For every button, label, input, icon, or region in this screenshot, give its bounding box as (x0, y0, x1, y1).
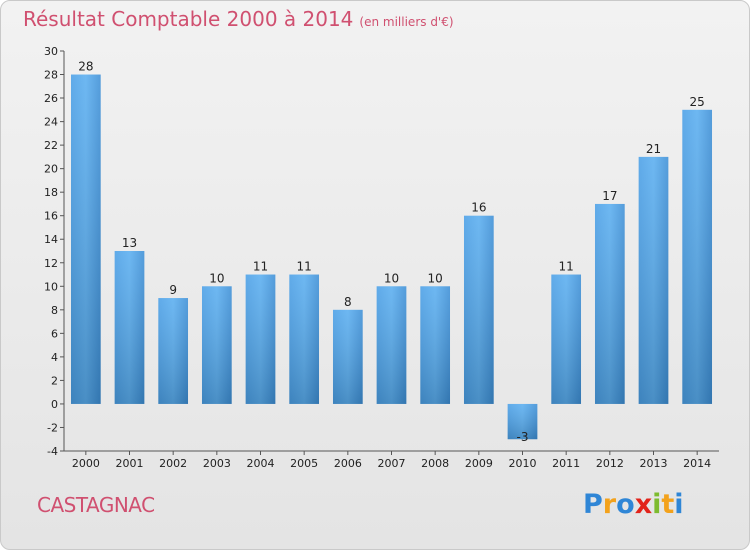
x-tick-label: 2006 (334, 457, 362, 470)
logo-letter: o (616, 489, 635, 520)
logo-letter: P (583, 489, 603, 520)
logo-letter: r (602, 489, 617, 520)
bars (70, 74, 713, 440)
data-label: 8 (344, 295, 352, 309)
chart-title: Résultat Comptable 2000 à 2014 (23, 7, 354, 31)
data-label: 11 (559, 260, 574, 274)
bar-shade (70, 74, 101, 404)
bar-shade (158, 298, 189, 404)
y-tick-label: 0 (51, 398, 58, 411)
bar-shade (332, 309, 363, 404)
bar-shade (507, 403, 538, 440)
y-tick-label: 20 (44, 163, 58, 176)
y-tick-label: 4 (51, 351, 58, 364)
y-tick-label: 28 (44, 69, 58, 82)
y-tick-label: 10 (44, 280, 58, 293)
data-label: 13 (122, 236, 137, 250)
y-tick-label: 24 (44, 116, 58, 129)
y-tick-label: 2 (51, 374, 58, 387)
x-tick-label: 2004 (247, 457, 275, 470)
x-tick-label: 2003 (203, 457, 231, 470)
y-tick-label: 30 (44, 45, 58, 58)
data-label: 17 (602, 189, 617, 203)
x-tick-label: 2010 (509, 457, 537, 470)
bar-shade (551, 274, 582, 404)
data-label: 25 (690, 95, 705, 109)
logo-letter: t (661, 489, 675, 520)
bar-shade (594, 203, 625, 404)
bar-shade (114, 251, 145, 404)
x-tick-label: 2002 (159, 457, 187, 470)
data-label: 11 (253, 260, 268, 274)
data-label: 9 (169, 283, 177, 297)
data-label: 10 (209, 271, 224, 285)
x-tick-label: 2012 (596, 457, 624, 470)
bar-shade (638, 156, 669, 404)
bar-shade (420, 286, 451, 404)
chart-subtitle: (en milliers d'€) (359, 15, 454, 29)
y-tick-label: 22 (44, 139, 58, 152)
y-tick-label: 26 (44, 92, 58, 105)
commune-name: CASTAGNAC (37, 493, 155, 517)
y-tick-label: 14 (44, 233, 58, 246)
chart-title-line: Résultat Comptable 2000 à 2014 (en millie… (23, 7, 454, 31)
x-tick-label: 2009 (465, 457, 493, 470)
logo-letter: x (634, 489, 653, 520)
bar-shade (376, 286, 407, 404)
data-label: -3 (517, 430, 529, 444)
y-tick-label: 8 (51, 304, 58, 317)
y-tick-label: 12 (44, 257, 58, 270)
bar-shade (289, 274, 320, 404)
x-tick-label: 2008 (421, 457, 449, 470)
bar-shade (201, 286, 232, 404)
x-tick-label: 2007 (378, 457, 406, 470)
bar-shade (245, 274, 276, 404)
y-tick-label: -4 (47, 445, 58, 458)
x-tick-label: 2005 (290, 457, 318, 470)
data-labels: 28 13 9 10 11 11 8 10 10 16 -3 11 17 21 25 (78, 60, 705, 445)
proxiti-logo: Proxiti (583, 489, 684, 520)
data-label: 10 (428, 271, 443, 285)
x-tick-label: 2013 (640, 457, 668, 470)
logo-letter: i (652, 489, 662, 520)
x-tick-label: 2011 (552, 457, 580, 470)
y-tick-label: 6 (51, 327, 58, 340)
bar-shade (682, 109, 713, 404)
y-tick-label: 18 (44, 186, 58, 199)
bar-shade (463, 215, 494, 404)
logo-letter: i (674, 489, 684, 520)
y-tick-label: 16 (44, 210, 58, 223)
data-label: 21 (646, 142, 661, 156)
data-label: 10 (384, 271, 399, 285)
data-label: 16 (471, 201, 486, 215)
data-label: 28 (78, 60, 93, 74)
x-tick-label: 2014 (683, 457, 711, 470)
data-label: 11 (297, 260, 312, 274)
x-tick-label: 2000 (72, 457, 100, 470)
y-tick-label: -2 (47, 421, 58, 434)
x-tick-label: 2001 (116, 457, 144, 470)
